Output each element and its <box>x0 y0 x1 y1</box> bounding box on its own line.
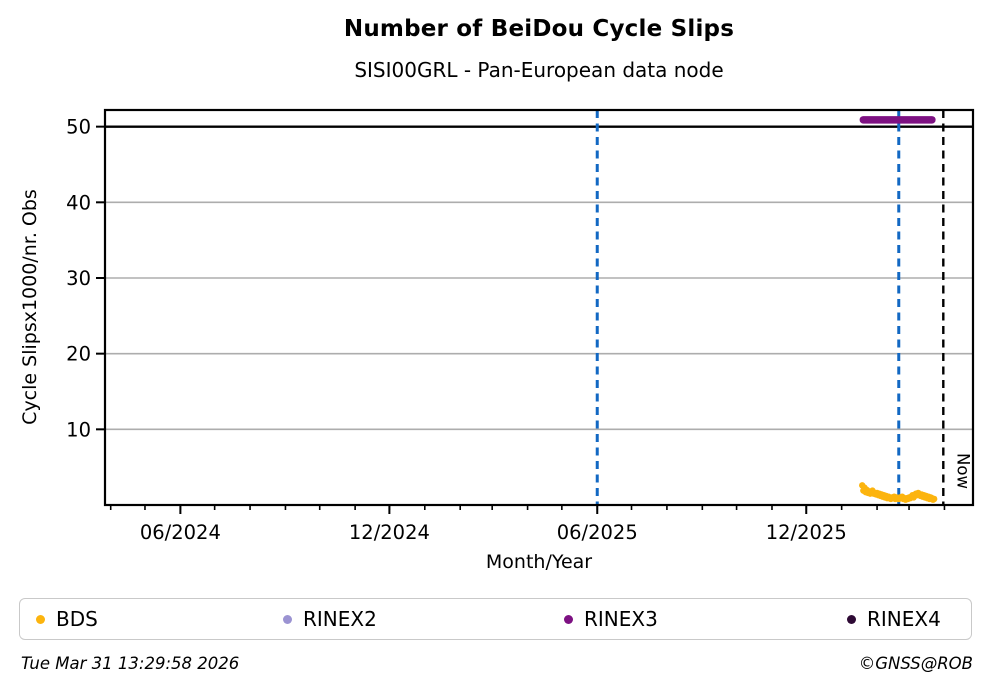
rinex2-marker-icon <box>283 614 292 624</box>
timestamp-text: Tue Mar 31 13:29:58 2026 <box>21 654 240 673</box>
copyright-text: ©GNSS@ROB <box>858 654 973 673</box>
rinex4-marker-icon <box>847 614 856 624</box>
y-tick-label: 30 <box>66 267 91 290</box>
legend-item-rinex4: RINEX4 <box>847 599 941 639</box>
legend-label-rinex4: RINEX4 <box>867 607 941 631</box>
legend-box: BDS RINEX2 RINEX3 RINEX4 <box>19 598 972 640</box>
chart-title: Number of BeiDou Cycle Slips <box>343 16 735 42</box>
legend-item-rinex3: RINEX3 <box>564 599 658 639</box>
legend-label-bds: BDS <box>56 607 98 631</box>
legend-label-rinex2: RINEX2 <box>303 607 377 631</box>
legend-item-bds: BDS <box>36 599 98 639</box>
y-tick-label: 40 <box>66 191 91 214</box>
x-tick-label: 06/2025 <box>557 521 638 544</box>
chart-subtitle: SISI00GRL - Pan-European data node <box>354 58 724 82</box>
x-tick-label: 06/2024 <box>140 521 221 544</box>
y-axis-label: Cycle Slipsx1000/nr. Obs <box>19 189 41 425</box>
bds-marker-icon <box>36 614 45 624</box>
x-tick-label: 12/2024 <box>349 521 430 544</box>
y-tick-label: 50 <box>66 116 91 139</box>
y-tick-label: 20 <box>66 343 91 366</box>
x-axis-label: Month/Year <box>485 551 593 573</box>
plot-border <box>103 108 975 507</box>
legend-item-rinex2: RINEX2 <box>283 599 377 639</box>
series-bds-point <box>930 495 938 503</box>
y-tick-label: 10 <box>66 418 91 441</box>
now-label: Now <box>953 453 972 489</box>
chart-canvas: Now 06/2024 12/2024 06/2025 12/2025 10 20 30 40 5… <box>66 108 975 544</box>
x-tick-label: 12/2025 <box>766 521 847 544</box>
legend-label-rinex3: RINEX3 <box>584 607 658 631</box>
rinex3-marker-icon <box>564 614 573 624</box>
